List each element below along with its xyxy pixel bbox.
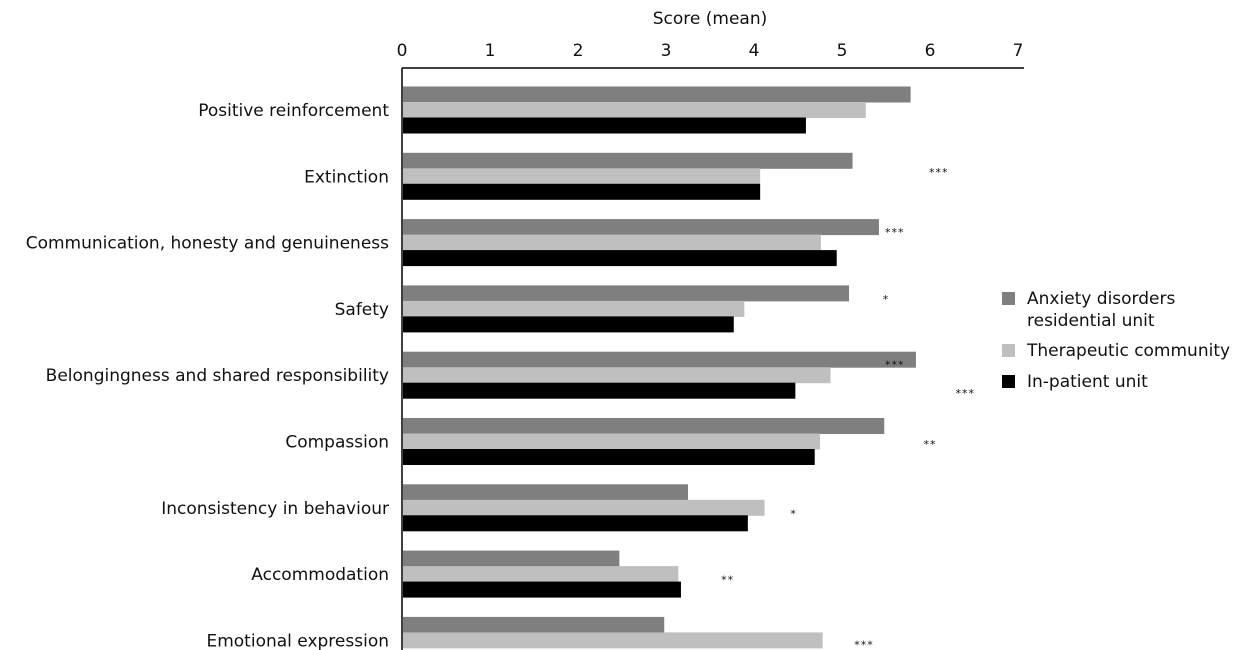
- x-tick-label: 5: [837, 41, 848, 61]
- bar: [403, 316, 734, 333]
- significance-annotations: *********************: [721, 166, 975, 650]
- legend-swatch: [1002, 375, 1015, 388]
- legend-swatch: [1002, 344, 1015, 357]
- bar: [403, 418, 885, 434]
- bars: [403, 86, 916, 649]
- significance-marker: ***: [885, 358, 905, 371]
- category-label: Emotional expression: [206, 631, 389, 650]
- significance-marker: ***: [885, 226, 905, 239]
- legend-label: In-patient unit: [1027, 372, 1148, 392]
- bar: [403, 449, 815, 465]
- bar: [403, 285, 850, 302]
- category-label: Belongingness and shared responsibility: [46, 366, 389, 386]
- bar: [403, 102, 866, 118]
- bar: [403, 433, 820, 450]
- bar: [403, 219, 879, 236]
- significance-marker: *: [883, 293, 890, 306]
- category-label: Communication, honesty and genuineness: [26, 234, 389, 254]
- x-tick-label: 2: [573, 41, 584, 61]
- significance-marker: ***: [854, 638, 874, 650]
- bar: [403, 550, 620, 567]
- bar: [403, 300, 745, 317]
- bar: [403, 250, 837, 267]
- bar: [403, 168, 761, 185]
- bar: [403, 367, 831, 384]
- x-axis-title: Score (mean): [653, 9, 768, 29]
- x-tick-label: 1: [485, 41, 496, 61]
- x-tick-label: 4: [749, 41, 760, 61]
- x-tick-label: 3: [661, 41, 672, 61]
- category-label: Accommodation: [251, 565, 389, 585]
- significance-marker: ***: [955, 387, 975, 400]
- bar: [403, 86, 911, 103]
- bar: [403, 152, 853, 169]
- bar: [403, 632, 823, 649]
- bar: [403, 515, 748, 532]
- bar: [403, 382, 796, 399]
- bar: [403, 566, 679, 583]
- legend-swatch: [1002, 292, 1015, 305]
- bar: [403, 616, 665, 633]
- category-label: Positive reinforcement: [198, 101, 389, 121]
- bar: [403, 183, 761, 200]
- legend-label: Anxiety disorders: [1027, 289, 1175, 309]
- significance-marker: **: [924, 438, 937, 451]
- x-tick-label: 6: [925, 41, 936, 61]
- category-label: Inconsistency in behaviour: [161, 499, 389, 519]
- bar: [403, 234, 821, 251]
- bar: [403, 351, 916, 368]
- bar: [403, 581, 681, 598]
- category-label: Extinction: [304, 167, 389, 187]
- significance-marker: **: [721, 574, 734, 587]
- bar: [403, 117, 806, 134]
- significance-marker: ***: [929, 166, 949, 179]
- x-tick-label: 0: [397, 41, 408, 61]
- category-label: Compassion: [285, 433, 389, 453]
- bar: [403, 484, 688, 501]
- x-tick-label: 7: [1013, 41, 1024, 61]
- legend-label: residential unit: [1027, 311, 1155, 331]
- legend-label: Therapeutic community: [1026, 341, 1230, 361]
- significance-marker: *: [790, 507, 797, 520]
- axes: [401, 67, 1024, 650]
- category-label: Safety: [335, 300, 389, 320]
- bar: [403, 499, 765, 516]
- x-tick-labels: 0 1 2 3 4 5 6 7: [397, 41, 1024, 61]
- category-labels: Positive reinforcement Extinction Communic…: [26, 101, 390, 650]
